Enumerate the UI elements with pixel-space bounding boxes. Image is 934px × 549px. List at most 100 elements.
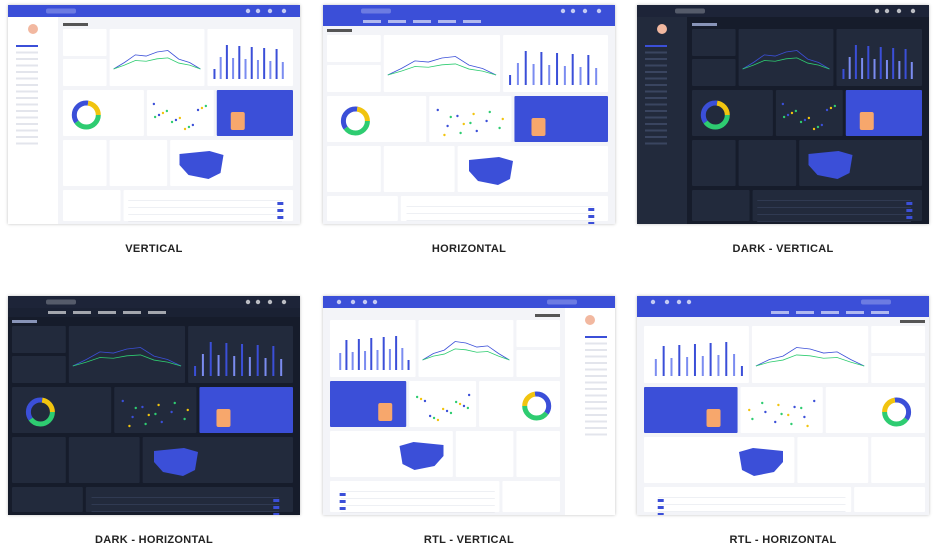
search [46,8,76,14]
line-series [387,56,497,76]
stat-card [692,59,736,86]
bar [219,57,222,79]
top-bar [8,296,300,308]
menu-item [645,64,667,67]
theme-caption: VERTICAL [125,243,183,255]
theme-preview[interactable] [8,5,300,224]
menu-item [16,84,38,86]
dot [157,113,161,117]
dot [807,116,811,120]
dot [459,131,462,135]
menu-item [585,355,607,358]
review-card [738,140,797,186]
line-series [113,50,201,70]
line-chart-card [751,326,869,383]
dot [800,406,803,410]
dot [462,404,466,408]
theme-tile[interactable]: HORIZONTAL [323,5,615,255]
table-card [123,190,293,221]
theme-preview[interactable] [637,296,929,515]
table-row [91,497,279,498]
theme-preview[interactable] [8,296,300,515]
table-row [757,200,912,201]
dot [485,119,488,123]
table-card [400,196,608,221]
menu-item [16,136,38,138]
nav-item [363,20,381,23]
search [46,299,76,305]
promo-card [199,387,293,433]
scatter-card [775,90,843,136]
icon [245,8,251,14]
overview-card [871,437,925,483]
stat-card [327,35,381,62]
bar-chart-card [836,29,922,86]
donut [882,397,912,427]
bar [654,359,657,376]
users-card [502,481,560,512]
dashboard [637,5,929,224]
icon [255,8,261,14]
theme-preview[interactable] [637,5,929,224]
theme-preview[interactable] [323,296,615,515]
dot [780,412,783,416]
icon [255,299,261,305]
theme-tile[interactable]: RTL - VERTICAL [323,296,615,546]
icon [267,299,273,305]
dashboard [323,5,615,224]
donut [522,391,552,421]
overview-card [63,140,107,186]
dot [428,414,432,418]
dashboard [8,5,300,224]
icon [582,8,588,14]
stat-card [63,29,107,56]
illustration [378,403,393,421]
bar [225,343,228,376]
menu-item [585,375,607,377]
table-button [277,202,284,205]
bar [892,48,895,79]
dot [128,424,131,428]
theme-tile[interactable]: DARK - VERTICAL [637,5,929,255]
users-card [692,190,750,221]
table-card [752,190,922,221]
dot [161,111,165,115]
theme-tile[interactable]: DARK - HORIZONTAL [8,296,300,546]
dot [204,104,208,108]
dot [799,120,803,124]
donut [340,106,370,136]
menu-item [585,420,607,423]
bar [725,342,728,376]
sidebar [637,17,687,224]
review-card [68,437,140,483]
bar [351,352,354,370]
bar [678,345,681,376]
line-series [742,50,830,70]
dot [147,413,150,417]
table-row [91,504,279,505]
menu-item [16,123,38,125]
table-button [588,208,595,211]
bar [263,48,266,79]
bar [717,355,720,376]
avatar [657,24,667,34]
menu-item [585,433,607,436]
table-card [85,487,293,512]
bar [879,47,882,79]
line-series [113,57,201,70]
line-series [387,63,497,76]
overview-card [327,146,381,192]
menu-item [585,394,607,397]
dot [748,408,751,412]
theme-tile[interactable]: RTL - HORIZONTAL [637,296,929,546]
theme-tile[interactable]: VERTICAL [8,5,300,255]
bar [345,340,348,370]
theme-preview[interactable] [323,5,615,224]
menu-item [585,362,607,364]
menu-item [585,414,607,416]
icon [596,8,602,14]
dot [816,125,820,129]
dot [774,420,777,424]
bar [264,358,267,376]
bar [740,366,743,376]
